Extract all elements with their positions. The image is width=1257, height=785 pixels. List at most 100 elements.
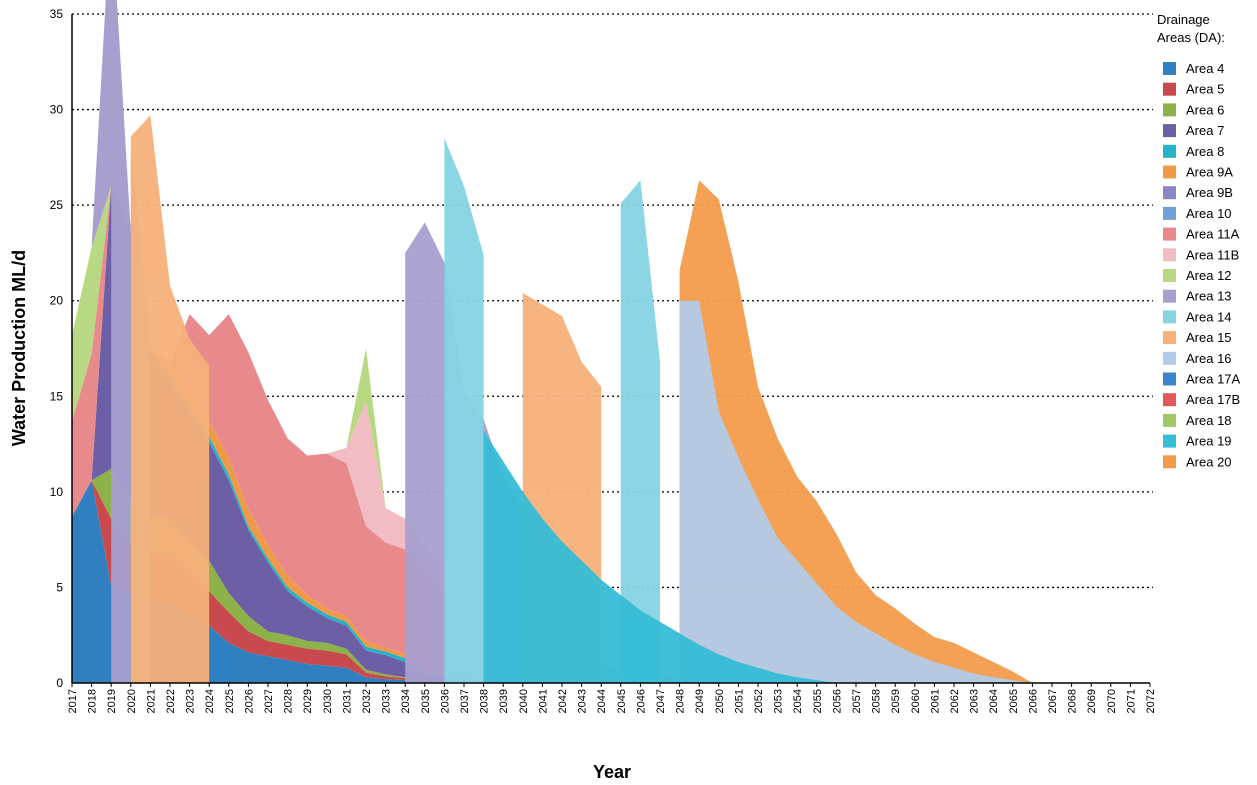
x-tick-label: 2017	[67, 689, 79, 713]
x-tick-label: 2041	[537, 689, 549, 713]
area-band-area-20	[679, 180, 1150, 683]
x-tick-label: 2043	[577, 689, 589, 713]
x-tick-label: 2065	[1008, 689, 1020, 713]
legend: Drainage Areas (DA): Area 4 Area 5 Area 6 A…	[1157, 12, 1241, 469]
legend-swatch	[1163, 82, 1176, 96]
x-tick-label: 2023	[185, 689, 197, 713]
legend-title-line1: Drainage	[1157, 12, 1210, 27]
x-tick-label: 2064	[988, 689, 1000, 713]
x-tick-label: 2045	[616, 689, 628, 713]
x-tick-label: 2030	[322, 689, 334, 713]
x-tick-label: 2028	[283, 689, 295, 713]
x-tick-label: 2051	[733, 689, 745, 713]
x-tick-label: 2034	[400, 689, 412, 713]
x-tick-label: 2049	[694, 689, 706, 713]
x-tick-label: 2061	[929, 689, 941, 713]
legend-swatch	[1163, 62, 1176, 75]
legend-label: Area 5	[1186, 82, 1224, 97]
x-tick-label: 2037	[459, 689, 471, 713]
x-tick-label: 2055	[812, 689, 824, 713]
x-tick-label: 2068	[1067, 689, 1079, 713]
area-band-area-16	[679, 300, 1150, 683]
x-tick-label: 2024	[204, 689, 216, 713]
legend-swatch	[1163, 206, 1176, 220]
legend-label: Area 18	[1186, 413, 1232, 428]
legend-label: Area 12	[1186, 268, 1232, 283]
y-tick-label: 5	[56, 580, 63, 594]
x-tick-label: 2069	[1086, 689, 1098, 713]
legend-label: Area 20	[1186, 454, 1232, 469]
y-tick-label: 30	[50, 103, 64, 117]
y-tick-label: 25	[50, 198, 64, 212]
x-tick-label: 2020	[126, 689, 138, 713]
x-tick-label: 2046	[635, 689, 647, 713]
x-tick-label: 2072	[1145, 689, 1157, 713]
x-tick-label: 2026	[243, 689, 255, 713]
x-tick-label: 2027	[263, 689, 275, 713]
x-tick-label: 2070	[1106, 689, 1118, 713]
legend-swatch	[1163, 372, 1176, 386]
legend-label: Area 7	[1186, 123, 1224, 138]
legend-label: Area 9B	[1186, 185, 1233, 200]
x-tick-label: 2054	[792, 689, 804, 713]
x-tick-label: 2067	[1047, 689, 1059, 713]
x-tick-label: 2038	[479, 689, 491, 713]
x-tick-label: 2057	[851, 689, 863, 713]
legend-swatch	[1163, 248, 1176, 262]
legend-swatch	[1163, 455, 1176, 469]
x-tick-label: 2036	[439, 689, 451, 713]
legend-label: Area 13	[1186, 289, 1232, 304]
legend-label: Area 8	[1186, 144, 1224, 159]
x-tick-label: 2035	[420, 689, 432, 713]
x-tick-label: 2025	[224, 689, 236, 713]
legend-swatch	[1163, 351, 1176, 365]
y-tick-label: 15	[50, 389, 64, 403]
x-tick-label: 2031	[341, 689, 353, 713]
x-tick-label: 2053	[773, 689, 785, 713]
x-tick-label: 2062	[949, 689, 961, 713]
x-tick-label: 2058	[871, 689, 883, 713]
y-tick-labels: 0 5 10 15 20 25 30 35	[50, 7, 64, 690]
legend-label: Area 17B	[1186, 392, 1240, 407]
x-tick-label: 2048	[675, 689, 687, 713]
legend-swatch	[1163, 186, 1176, 200]
area-band-area-14	[444, 138, 484, 683]
legend-title-line2: Areas (DA):	[1157, 30, 1225, 45]
x-tick-label: 2029	[302, 689, 314, 713]
area-band-area-14	[620, 180, 660, 683]
y-tick-label: 35	[50, 7, 64, 21]
x-tick-label: 2018	[87, 689, 99, 713]
legend-label: Area 6	[1186, 102, 1224, 117]
x-tick-label: 2052	[753, 689, 765, 713]
legend-swatch	[1163, 227, 1176, 241]
legend-swatch	[1163, 434, 1176, 448]
x-tick-label: 2056	[831, 689, 843, 713]
legend-label: Area 15	[1186, 330, 1232, 345]
x-tick-label: 2071	[1125, 689, 1137, 713]
x-tick-label: 2042	[557, 689, 569, 713]
legend-swatch	[1163, 124, 1176, 138]
x-tick-label: 2060	[910, 689, 922, 713]
area-band-area-15	[130, 115, 210, 683]
x-tick-label: 2063	[969, 689, 981, 713]
x-tick-label: 2032	[361, 689, 373, 713]
legend-swatch	[1163, 165, 1176, 179]
x-tick-label: 2040	[518, 689, 530, 713]
legend-swatch	[1163, 144, 1176, 158]
legend-swatch	[1163, 269, 1176, 282]
area-area-11a	[72, 186, 1150, 683]
legend-swatch	[1163, 310, 1176, 324]
axes	[71, 14, 1150, 684]
x-tick-label: 2019	[106, 689, 118, 713]
area-band-area-13	[111, 186, 131, 683]
legend-label: Area 14	[1186, 309, 1232, 324]
x-tick-label: 2044	[596, 689, 608, 713]
legend-label: Area 16	[1186, 351, 1232, 366]
legend-swatch	[1163, 331, 1176, 345]
legend-label: Area 11B	[1186, 247, 1239, 262]
legend-label: Area 11A	[1186, 227, 1240, 242]
legend-label: Area 19	[1186, 434, 1232, 449]
x-tick-label: 2022	[165, 689, 177, 713]
legend-swatch	[1163, 413, 1176, 427]
x-tick-labels: 2017 2018 2019 2020 2021 2022 2023 2024 2025 2026…	[67, 683, 1157, 713]
